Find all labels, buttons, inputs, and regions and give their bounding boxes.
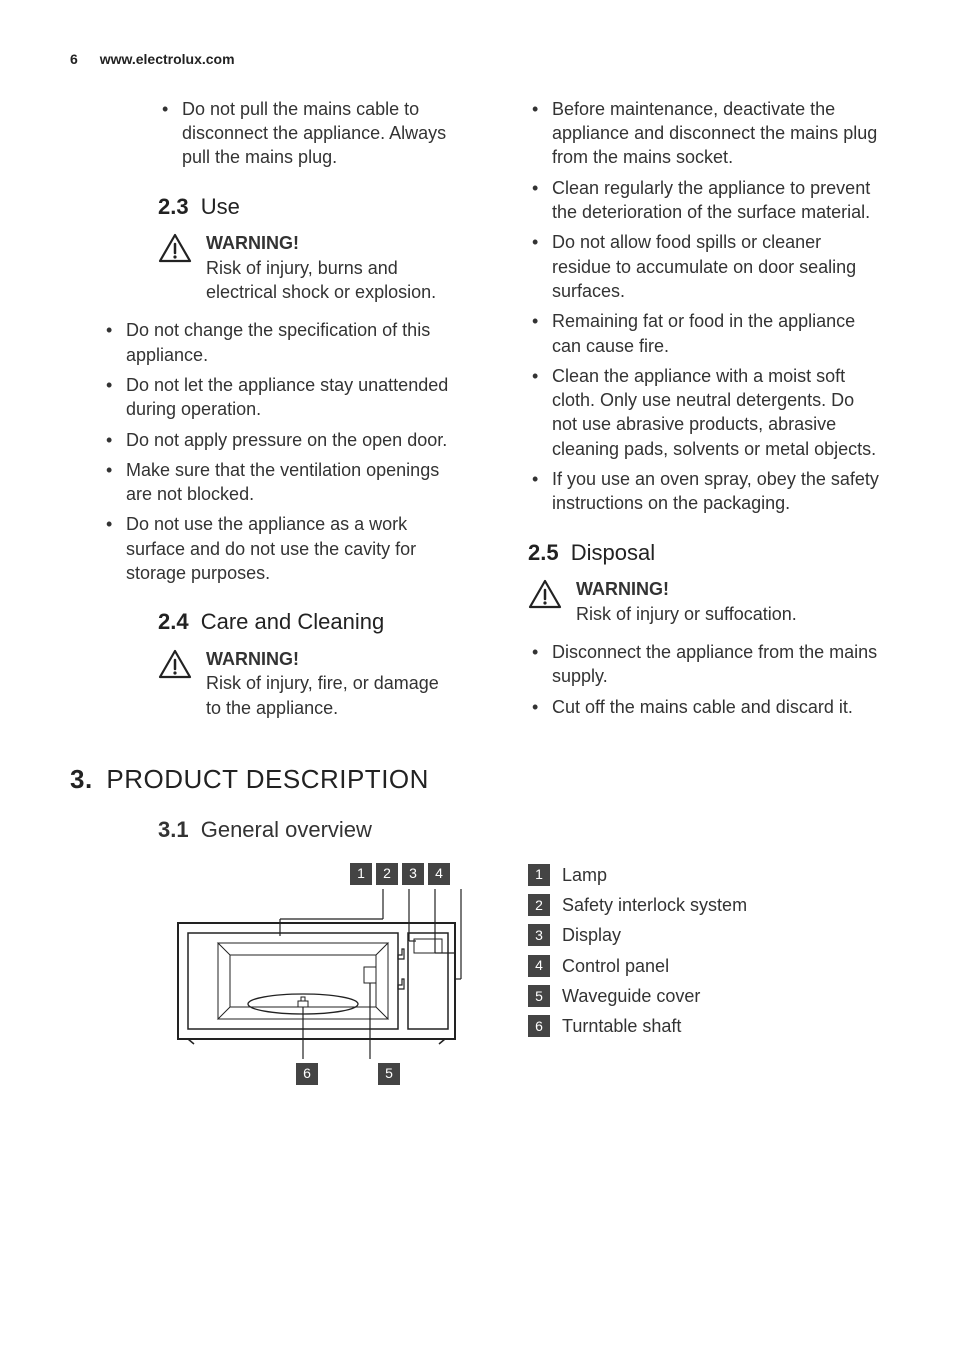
legend-number: 3: [528, 924, 550, 946]
warning-text: WARNING! Risk of injury or suffocation.: [576, 577, 797, 626]
warning-text: WARNING! Risk of injury, burns and elect…: [206, 231, 458, 304]
warning-desc: Risk of injury or suffocation.: [576, 602, 797, 626]
callout-number: 6: [296, 1063, 318, 1085]
section-2-5-title: 2.5 Disposal: [528, 538, 884, 568]
legend-number: 2: [528, 894, 550, 916]
section-3: 3. PRODUCT DESCRIPTION 3.1 General overv…: [70, 762, 884, 1085]
callout-number: 4: [428, 863, 450, 885]
page-number: 6: [70, 51, 78, 67]
warning-heading: WARNING!: [576, 577, 797, 601]
bullet-item: Before maintenance, deactivate the appli…: [528, 97, 884, 170]
legend-label: Lamp: [562, 863, 607, 887]
warning-heading: WARNING!: [206, 647, 458, 671]
legend-label: Display: [562, 923, 621, 947]
section-number: 2.4: [158, 609, 189, 634]
warning-block: WARNING! Risk of injury or suffocation.: [528, 577, 884, 626]
legend-row: 4 Control panel: [528, 954, 884, 978]
bullet-item: If you use an oven spray, obey the safet…: [528, 467, 884, 516]
bullet-item: Do not allow food spills or cleaner resi…: [528, 230, 884, 303]
callout-bottom-row: 6 5: [198, 1063, 498, 1085]
section-number: 3.: [70, 764, 93, 794]
callout-top-row: 1 2 3 4: [158, 863, 450, 885]
legend-row: 2 Safety interlock system: [528, 893, 884, 917]
legend-row: 1 Lamp: [528, 863, 884, 887]
warning-desc: Risk of injury, fire, or damage to the a…: [206, 671, 458, 720]
legend-label: Control panel: [562, 954, 669, 978]
bullet-item: Cut off the mains cable and discard it.: [528, 695, 884, 719]
site-url: www.electrolux.com: [100, 51, 235, 67]
warning-text: WARNING! Risk of injury, fire, or damage…: [206, 647, 458, 720]
legend-number: 5: [528, 985, 550, 1007]
bullet-item: Do not apply pressure on the open door.: [102, 428, 458, 452]
section-name: PRODUCT DESCRIPTION: [106, 764, 429, 794]
bullet-item: Do not use the appliance as a work surfa…: [102, 512, 458, 585]
right-column: Before maintenance, deactivate the appli…: [496, 97, 884, 734]
product-diagram: 1 2 3 4: [158, 863, 498, 1085]
warning-triangle-icon: [158, 233, 192, 263]
legend-row: 6 Turntable shaft: [528, 1014, 884, 1038]
bullet-item: Disconnect the appliance from the mains …: [528, 640, 884, 689]
section-name: Disposal: [571, 540, 655, 565]
section-2-4-title: 2.4 Care and Cleaning: [158, 607, 458, 637]
section-2-3-bullets: Do not change the specification of this …: [102, 318, 458, 585]
bullet-item: Clean regularly the appliance to prevent…: [528, 176, 884, 225]
page-header: 6 www.electrolux.com: [70, 50, 884, 69]
warning-desc: Risk of injury, burns and electrical sho…: [206, 256, 458, 305]
legend-number: 4: [528, 955, 550, 977]
section-name: Use: [201, 194, 240, 219]
section-name: Care and Cleaning: [201, 609, 384, 634]
legend-label: Waveguide cover: [562, 984, 700, 1008]
warning-triangle-icon: [158, 649, 192, 679]
bullet-item: Remaining fat or food in the appliance c…: [528, 309, 884, 358]
callout-number: 5: [378, 1063, 400, 1085]
subsection-name: General overview: [201, 817, 372, 842]
section-2-5-bullets: Disconnect the appliance from the mains …: [528, 640, 884, 719]
callout-number: 2: [376, 863, 398, 885]
warning-block: WARNING! Risk of injury, fire, or damage…: [158, 647, 458, 720]
two-column-layout: Do not pull the mains cable to disconnec…: [70, 97, 884, 734]
right-bullets: Before maintenance, deactivate the appli…: [528, 97, 884, 516]
legend-number: 6: [528, 1015, 550, 1037]
callout-number: 1: [350, 863, 372, 885]
legend-label: Safety interlock system: [562, 893, 747, 917]
subsection-number: 3.1: [158, 817, 189, 842]
legend-row: 3 Display: [528, 923, 884, 947]
section-number: 2.5: [528, 540, 559, 565]
bullet-item: Make sure that the ventilation openings …: [102, 458, 458, 507]
left-column: Do not pull the mains cable to disconnec…: [70, 97, 458, 734]
legend-row: 5 Waveguide cover: [528, 984, 884, 1008]
warning-triangle-icon: [528, 579, 562, 609]
diagram-legend: 1 Lamp 2 Safety interlock system 3 Displ…: [528, 863, 884, 1045]
section-number: 2.3: [158, 194, 189, 219]
bullet-item: Do not pull the mains cable to disconnec…: [158, 97, 458, 170]
intro-bullet-list: Do not pull the mains cable to disconnec…: [158, 97, 458, 170]
warning-block: WARNING! Risk of injury, burns and elect…: [158, 231, 458, 304]
overview-row: 1 2 3 4: [158, 863, 884, 1085]
bullet-item: Do not let the appliance stay unattended…: [102, 373, 458, 422]
callout-number: 3: [402, 863, 424, 885]
section-3-1-title: 3.1 General overview: [158, 815, 884, 845]
warning-heading: WARNING!: [206, 231, 458, 255]
legend-label: Turntable shaft: [562, 1014, 681, 1038]
section-3-title: 3. PRODUCT DESCRIPTION: [70, 762, 884, 797]
legend-number: 1: [528, 864, 550, 886]
microwave-diagram-icon: [158, 889, 498, 1059]
bullet-item: Clean the appliance with a moist soft cl…: [528, 364, 884, 461]
bullet-item: Do not change the specification of this …: [102, 318, 458, 367]
section-2-3-title: 2.3 Use: [158, 192, 458, 222]
